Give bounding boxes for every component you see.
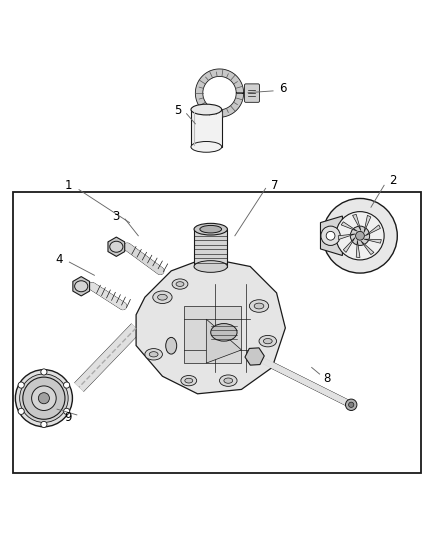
Ellipse shape [254,303,263,309]
Polygon shape [364,225,380,236]
Ellipse shape [210,324,237,341]
Polygon shape [355,240,359,257]
Ellipse shape [191,104,221,115]
Ellipse shape [172,279,187,289]
Circle shape [15,370,72,427]
Ellipse shape [191,141,221,152]
Polygon shape [184,306,241,363]
Polygon shape [363,215,370,232]
Circle shape [23,377,65,419]
FancyBboxPatch shape [13,192,420,473]
Text: 1: 1 [64,179,72,192]
Polygon shape [73,277,89,296]
Ellipse shape [223,378,232,383]
Polygon shape [194,229,227,266]
Text: 9: 9 [64,411,72,424]
Text: 7: 7 [270,179,278,192]
Ellipse shape [219,375,237,386]
Ellipse shape [157,294,167,300]
Ellipse shape [184,378,192,383]
Circle shape [345,399,356,410]
Polygon shape [340,222,357,231]
Polygon shape [320,216,342,255]
Polygon shape [337,234,354,239]
Circle shape [335,212,383,260]
Circle shape [355,231,364,240]
Polygon shape [343,238,354,253]
Circle shape [320,226,339,245]
Ellipse shape [249,300,268,312]
Polygon shape [191,110,221,147]
Text: 5: 5 [174,104,181,117]
Ellipse shape [149,352,158,357]
Ellipse shape [258,335,276,347]
Ellipse shape [194,261,227,272]
Polygon shape [244,348,264,365]
FancyBboxPatch shape [244,84,259,102]
Circle shape [18,408,24,414]
Circle shape [32,386,56,410]
Text: 4: 4 [55,253,63,266]
Circle shape [325,231,334,240]
Ellipse shape [145,349,162,360]
Text: 8: 8 [323,372,330,385]
Polygon shape [136,258,285,394]
Polygon shape [206,319,241,363]
Ellipse shape [152,291,172,303]
Circle shape [350,226,369,245]
Polygon shape [108,237,124,256]
Circle shape [20,374,68,423]
Circle shape [64,382,70,388]
Circle shape [38,393,49,403]
Circle shape [41,369,47,375]
Ellipse shape [199,225,221,233]
Ellipse shape [74,281,88,292]
Polygon shape [352,214,360,231]
Ellipse shape [110,241,123,252]
Circle shape [18,382,24,388]
Ellipse shape [165,337,176,354]
Ellipse shape [180,376,196,386]
Polygon shape [363,239,381,243]
Text: 6: 6 [279,82,286,95]
Ellipse shape [194,223,227,235]
Circle shape [64,408,70,414]
Text: 3: 3 [113,209,120,222]
Ellipse shape [263,338,272,344]
Polygon shape [195,69,243,117]
Circle shape [348,402,353,407]
Ellipse shape [176,281,184,286]
Text: 2: 2 [388,174,396,188]
Circle shape [322,198,396,273]
Polygon shape [360,241,373,255]
Circle shape [41,422,47,427]
